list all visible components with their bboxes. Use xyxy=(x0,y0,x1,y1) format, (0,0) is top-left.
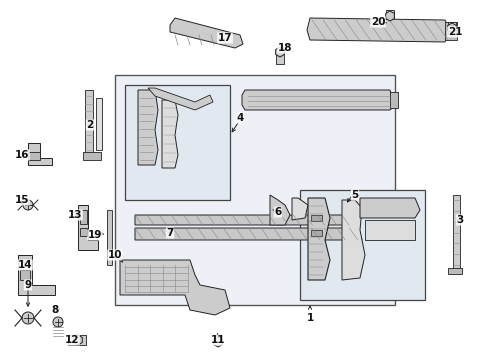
Text: 1: 1 xyxy=(306,313,314,323)
Polygon shape xyxy=(360,198,420,218)
Polygon shape xyxy=(74,335,82,345)
Text: 20: 20 xyxy=(371,17,385,27)
Polygon shape xyxy=(292,198,308,220)
Bar xyxy=(85,90,93,155)
Text: 10: 10 xyxy=(108,250,122,260)
Polygon shape xyxy=(342,200,365,280)
Polygon shape xyxy=(162,100,178,168)
Bar xyxy=(83,152,101,160)
Circle shape xyxy=(53,317,63,327)
Bar xyxy=(448,22,456,34)
Text: 13: 13 xyxy=(68,210,82,220)
Bar xyxy=(300,190,425,300)
Polygon shape xyxy=(138,90,158,165)
Text: 15: 15 xyxy=(15,195,29,205)
Bar xyxy=(445,22,457,40)
Polygon shape xyxy=(214,337,222,347)
Bar xyxy=(115,75,395,305)
Bar xyxy=(276,52,284,64)
Polygon shape xyxy=(276,47,284,57)
Text: 7: 7 xyxy=(166,228,173,238)
Bar xyxy=(80,210,87,224)
Bar xyxy=(68,335,86,345)
Text: 14: 14 xyxy=(18,260,32,270)
Bar xyxy=(107,210,112,265)
Polygon shape xyxy=(270,195,290,225)
Bar xyxy=(214,335,222,343)
Bar xyxy=(311,215,322,221)
Text: 4: 4 xyxy=(236,113,244,123)
Circle shape xyxy=(22,312,34,324)
Polygon shape xyxy=(18,255,55,295)
Bar xyxy=(448,268,462,274)
Polygon shape xyxy=(120,260,230,315)
Text: 11: 11 xyxy=(211,335,225,345)
Bar xyxy=(20,270,30,280)
Polygon shape xyxy=(308,198,330,280)
Polygon shape xyxy=(78,205,98,250)
Text: 18: 18 xyxy=(278,43,292,53)
Bar xyxy=(96,98,102,150)
Text: 3: 3 xyxy=(456,215,464,225)
Polygon shape xyxy=(170,18,243,48)
Text: 5: 5 xyxy=(351,190,359,200)
Text: 2: 2 xyxy=(86,120,94,130)
Polygon shape xyxy=(386,11,394,21)
Polygon shape xyxy=(148,88,213,110)
Bar xyxy=(453,195,460,270)
Bar xyxy=(365,220,415,240)
Text: 19: 19 xyxy=(88,230,102,240)
Text: 21: 21 xyxy=(448,27,462,37)
Polygon shape xyxy=(242,90,393,110)
Polygon shape xyxy=(448,23,456,33)
Text: 6: 6 xyxy=(274,207,282,217)
Polygon shape xyxy=(307,18,450,42)
Bar xyxy=(311,230,322,236)
Polygon shape xyxy=(28,143,52,165)
Bar xyxy=(390,92,398,108)
Circle shape xyxy=(23,200,33,210)
Text: 9: 9 xyxy=(24,280,31,290)
Text: 16: 16 xyxy=(15,150,29,160)
Bar xyxy=(28,152,40,160)
Bar xyxy=(80,228,87,236)
Text: 17: 17 xyxy=(218,33,232,43)
Bar xyxy=(386,10,394,18)
Polygon shape xyxy=(135,228,362,240)
Polygon shape xyxy=(135,215,354,225)
Bar xyxy=(125,85,230,200)
Text: 8: 8 xyxy=(51,305,59,315)
Text: 12: 12 xyxy=(65,335,79,345)
